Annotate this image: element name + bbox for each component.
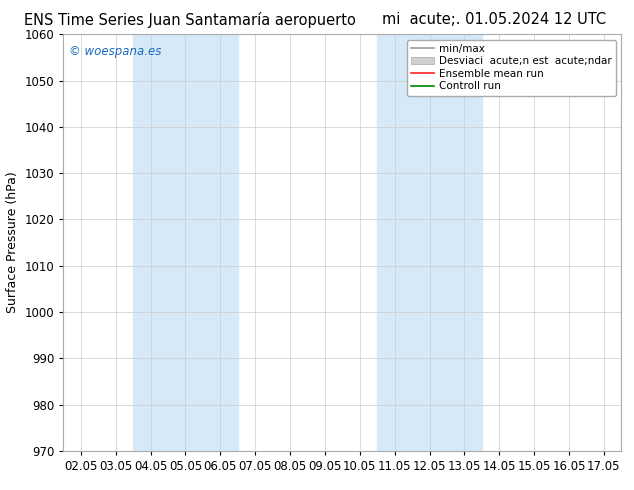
Bar [133,34,238,451]
Text: mi  acute;. 01.05.2024 12 UTC: mi acute;. 01.05.2024 12 UTC [382,12,607,27]
Text: ENS Time Series Juan Santamaría aeropuerto: ENS Time Series Juan Santamaría aeropuer… [24,12,356,28]
Y-axis label: Surface Pressure (hPa): Surface Pressure (hPa) [6,172,19,314]
Text: © woespana.es: © woespana.es [69,45,162,58]
Legend: min/max, Desviaci  acute;n est  acute;ndar, Ensemble mean run, Controll run: min/max, Desviaci acute;n est acute;ndar… [407,40,616,96]
Bar [377,34,482,451]
